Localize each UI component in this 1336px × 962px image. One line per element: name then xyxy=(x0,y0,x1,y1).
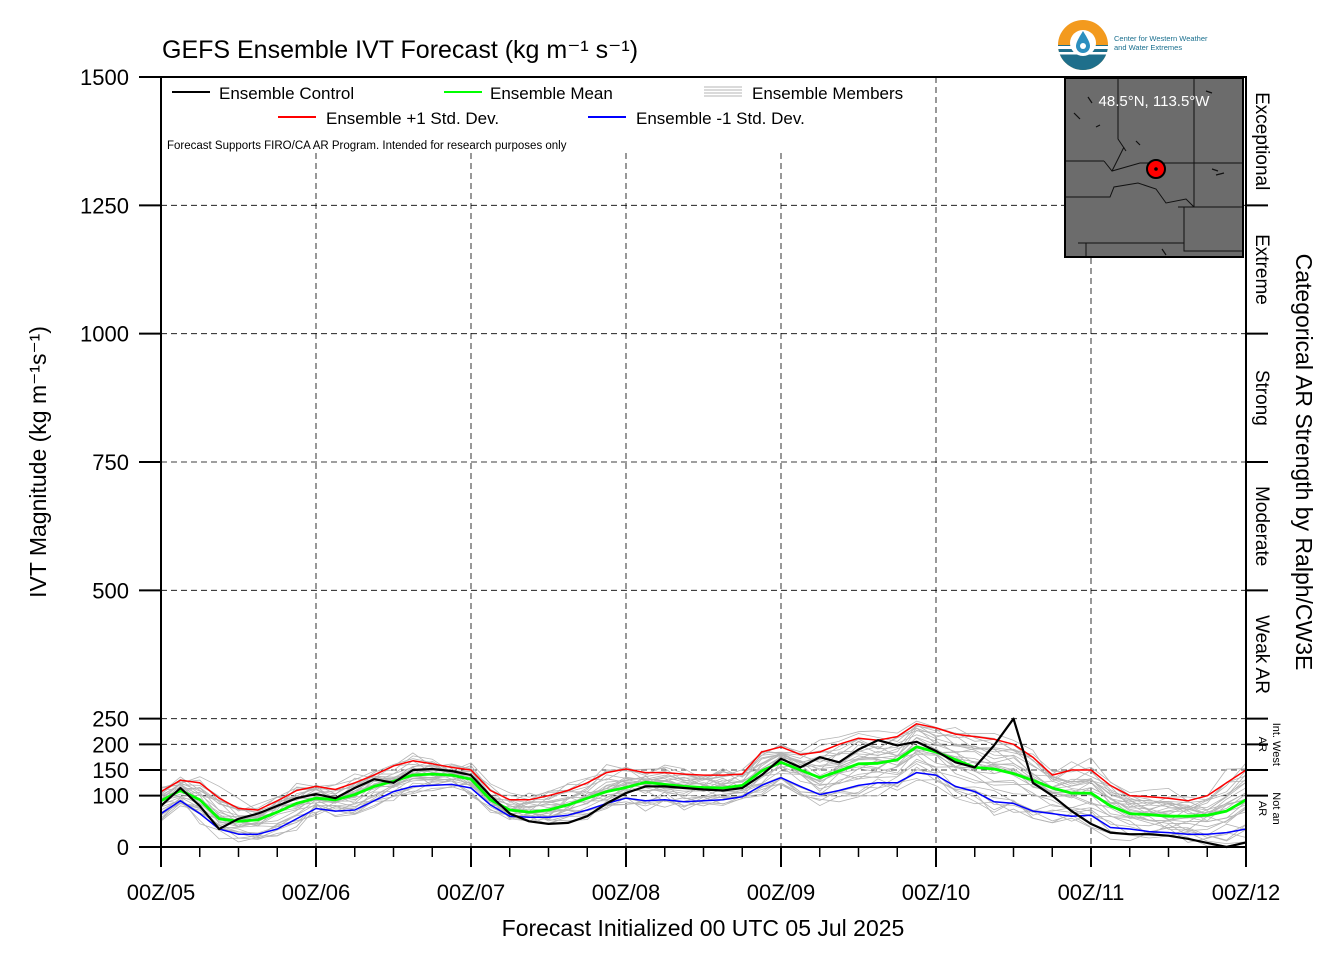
category-label: AR xyxy=(1256,801,1268,816)
legend-swatch-members xyxy=(704,86,742,97)
y-tick-label: 100 xyxy=(92,784,129,809)
y-tick-label: 0 xyxy=(117,835,129,860)
x-tick-label: 00Z/11 xyxy=(1058,880,1125,905)
legend-label-control: Ensemble Control xyxy=(219,84,354,103)
category-label: Strong xyxy=(1251,370,1272,426)
x-tick-label: 00Z/06 xyxy=(282,880,351,905)
gridlines xyxy=(161,77,1246,847)
ensemble-member-line xyxy=(160,725,1247,810)
category-label: Moderate xyxy=(1251,486,1272,566)
y-tick-label: 750 xyxy=(92,450,129,475)
y-tick-label: 250 xyxy=(92,707,129,732)
x-tick-label: 00Z/07 xyxy=(437,880,506,905)
ensemble-member-line xyxy=(160,754,1247,828)
category-axis: Exceptional Extreme Strong Moderate Weak AR I… xyxy=(1246,92,1282,825)
category-label: Int. West xyxy=(1270,723,1282,766)
x-tick-label: 00Z/05 xyxy=(127,880,196,905)
y-axis-label: IVT Magnitude (kg m⁻¹s⁻¹) xyxy=(25,326,51,598)
plus-std-line xyxy=(160,723,1247,811)
y-tick-label: 500 xyxy=(92,578,129,603)
y-tick-label: 150 xyxy=(92,758,129,783)
y-tick-label: 1500 xyxy=(80,65,129,90)
category-label: Exceptional xyxy=(1251,92,1272,190)
legend-label-plus-std: Ensemble +1 Std. Dev. xyxy=(326,109,499,128)
ensemble-member-line xyxy=(160,763,1247,839)
minus-std-line xyxy=(160,771,1247,835)
series-lines xyxy=(160,717,1247,849)
x-tick-label: 00Z/12 xyxy=(1212,880,1281,905)
cw3e-logo: Center for Western Weather and Water Ext… xyxy=(1056,18,1286,74)
cw3e-logo-icon xyxy=(1058,20,1108,70)
ensemble-member-line xyxy=(160,772,1247,845)
legend: Ensemble Control Ensemble Mean Ensemble … xyxy=(167,84,903,152)
location-inset-map: 48.5°N, 113.5°W xyxy=(1064,77,1244,258)
legend-label-members: Ensemble Members xyxy=(752,84,903,103)
research-disclaimer: Forecast Supports FIRO/CA AR Program. In… xyxy=(167,140,567,152)
category-label: Extreme xyxy=(1251,234,1272,305)
x-tick-label: 00Z/09 xyxy=(747,880,816,905)
legend-label-minus-std: Ensemble -1 Std. Dev. xyxy=(636,109,805,128)
category-label: Weak AR xyxy=(1251,615,1272,694)
ensemble-member-line xyxy=(160,725,1247,812)
chart-title: GEFS Ensemble IVT Forecast (kg m⁻¹ s⁻¹) xyxy=(162,36,638,64)
y-tick-label: 1250 xyxy=(80,193,129,218)
category-label: Not an xyxy=(1270,792,1282,824)
x-axis-label: Forecast Initialized 00 UTC 05 Jul 2025 xyxy=(502,915,905,941)
inset-coordinates: 48.5°N, 113.5°W xyxy=(1098,93,1210,110)
y-tick-label: 200 xyxy=(92,732,129,757)
ensemble-member-line xyxy=(160,760,1247,839)
x-axis: 00Z/05 00Z/06 00Z/07 00Z/08 00Z/09 00Z/10 00Z/… xyxy=(127,847,1281,905)
legend-label-mean: Ensemble Mean xyxy=(490,84,613,103)
y-tick-label: 1000 xyxy=(80,322,129,347)
logo-text: Center for Western Weather and Water Ext… xyxy=(1114,34,1208,52)
ensemble-member-line xyxy=(160,778,1247,847)
category-label: AR xyxy=(1256,737,1268,752)
x-tick-label: 00Z/08 xyxy=(592,880,661,905)
ensemble-mean-line xyxy=(160,745,1247,823)
ensemble-control-line xyxy=(160,717,1247,849)
x-tick-label: 00Z/10 xyxy=(902,880,971,905)
inset-map-drawing xyxy=(1066,79,1242,256)
right-axis-label: Categorical AR Strength by Ralph/CW3E xyxy=(1291,254,1317,671)
